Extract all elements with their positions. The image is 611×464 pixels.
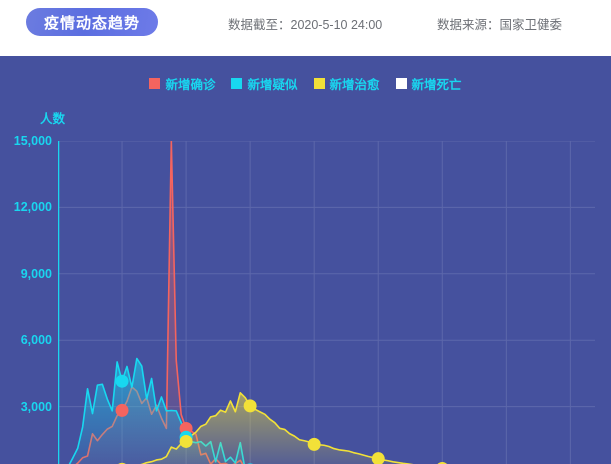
- y-axis-title: 人数: [40, 112, 66, 126]
- data-source-label: 数据来源：国家卫健委: [437, 18, 563, 32]
- data-point-marker[interactable]: [115, 374, 129, 388]
- y-tick-label: 6,000: [20, 333, 52, 348]
- data-as-of-label: 数据截至：2020-5-10 24:00: [228, 18, 383, 32]
- widget-header: 疫情动态趋势 数据截至：2020-5-10 24:00 数据来源：国家卫健委: [0, 0, 611, 56]
- data-point-marker[interactable]: [243, 399, 257, 413]
- legend-swatch-icon: [231, 78, 243, 89]
- legend-swatch-icon: [395, 78, 407, 89]
- series-line-2: [140, 392, 414, 464]
- data-point-marker[interactable]: [179, 434, 193, 448]
- data-point-marker[interactable]: [115, 403, 129, 417]
- legend-item-label: 新增死亡: [411, 78, 462, 92]
- legend-swatch-icon: [313, 78, 325, 89]
- legend-item-label: 新增治愈: [329, 78, 380, 92]
- chart-legend: 新增确诊 新增疑似 新增治愈 新增死亡: [0, 74, 611, 93]
- y-tick-label: 15,000: [13, 134, 52, 148]
- y-tick-label: 12,000: [13, 200, 52, 215]
- series-line-1: [68, 357, 245, 464]
- legend-item-3[interactable]: 新增死亡: [395, 74, 462, 93]
- page-title: 疫情动态趋势: [26, 8, 159, 36]
- series-area-2: [143, 392, 409, 464]
- legend-item-label: 新增确诊: [165, 78, 216, 92]
- trend-lines-svg: [58, 141, 595, 464]
- data-point-marker[interactable]: [436, 461, 449, 464]
- data-point-marker[interactable]: [307, 437, 321, 451]
- legend-item-0[interactable]: 新增确诊: [149, 74, 215, 93]
- legend-swatch-icon: [149, 78, 161, 89]
- y-tick-label: 9,000: [20, 266, 52, 281]
- legend-item-label: 新增疑似: [247, 78, 298, 92]
- legend-item-2[interactable]: 新增治愈: [313, 74, 380, 93]
- plot-area: [58, 141, 595, 464]
- data-point-marker[interactable]: [371, 452, 385, 464]
- y-tick-label: 3,000: [20, 399, 52, 414]
- legend-item-1[interactable]: 新增疑似: [231, 74, 298, 93]
